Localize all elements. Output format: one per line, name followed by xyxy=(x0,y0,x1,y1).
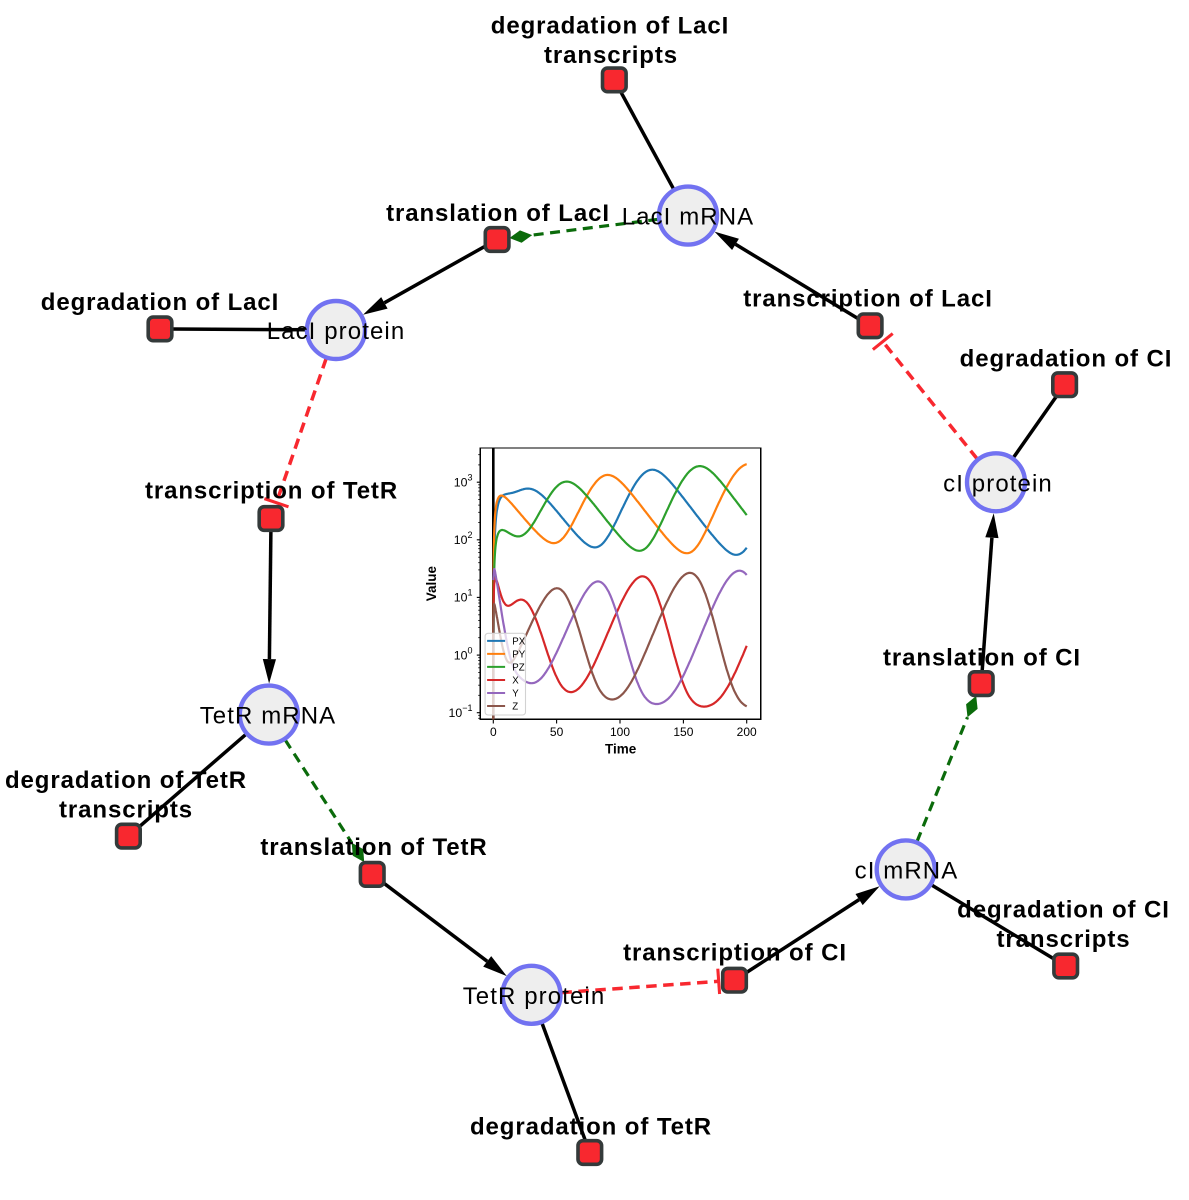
svg-text:degradation of CI: degradation of CI xyxy=(957,897,1170,924)
svg-text:translation of LacI: translation of LacI xyxy=(386,200,610,227)
svg-text:degradation of CI: degradation of CI xyxy=(960,346,1173,373)
svg-text:TetR protein: TetR protein xyxy=(463,983,606,1010)
svg-text:transcripts: transcripts xyxy=(59,797,193,824)
svg-text:transcripts: transcripts xyxy=(997,926,1131,953)
svg-text:150: 150 xyxy=(673,725,693,739)
svg-text:degradation of TetR: degradation of TetR xyxy=(5,767,247,794)
svg-text:transcripts: transcripts xyxy=(544,42,678,69)
svg-text:LacI protein: LacI protein xyxy=(267,318,406,345)
svg-text:Value: Value xyxy=(424,565,439,601)
svg-text:X: X xyxy=(512,675,519,686)
svg-text:translation of CI: translation of CI xyxy=(883,645,1081,672)
svg-text:cI mRNA: cI mRNA xyxy=(855,857,959,884)
svg-text:cI protein: cI protein xyxy=(943,470,1053,497)
svg-text:Y: Y xyxy=(512,688,519,699)
svg-text:degradation of LacI: degradation of LacI xyxy=(491,13,729,40)
svg-text:degradation of LacI: degradation of LacI xyxy=(41,289,279,316)
svg-text:LacI mRNA: LacI mRNA xyxy=(622,204,755,231)
svg-text:transcription of LacI: transcription of LacI xyxy=(743,286,993,313)
svg-text:0: 0 xyxy=(490,725,497,739)
svg-text:200: 200 xyxy=(737,725,757,739)
svg-text:PY: PY xyxy=(512,649,525,660)
svg-text:PX: PX xyxy=(512,636,525,647)
svg-text:Z: Z xyxy=(512,701,518,712)
svg-text:PZ: PZ xyxy=(512,662,524,673)
svg-text:transcription of TetR: transcription of TetR xyxy=(145,478,398,505)
svg-text:100: 100 xyxy=(610,725,630,739)
svg-text:50: 50 xyxy=(550,725,564,739)
svg-text:Time: Time xyxy=(605,741,637,756)
svg-text:translation of TetR: translation of TetR xyxy=(260,834,487,861)
svg-text:degradation of TetR: degradation of TetR xyxy=(470,1114,712,1141)
svg-text:TetR mRNA: TetR mRNA xyxy=(200,703,337,730)
svg-text:transcription of CI: transcription of CI xyxy=(623,940,847,967)
